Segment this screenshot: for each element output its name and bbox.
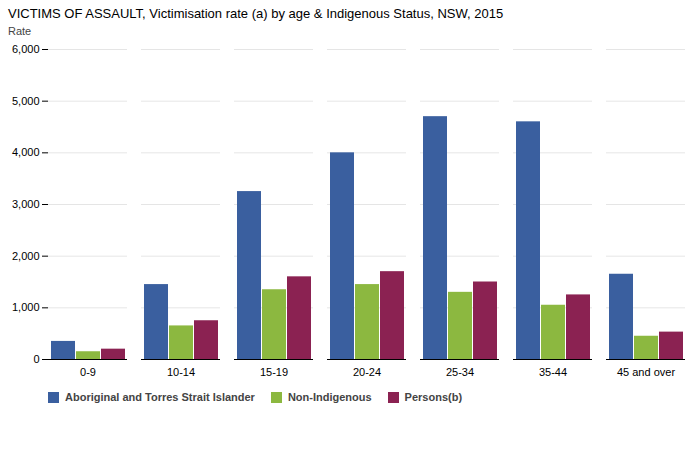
svg-text:4,000: 4,000 <box>12 146 40 158</box>
html-text:Persons(b): Persons(b) <box>404 391 463 403</box>
svg-text:0-9: 0-9 <box>80 366 96 378</box>
svg-text:5,000: 5,000 <box>12 95 40 107</box>
html-text:Aboriginal and Torres Strait I: Aboriginal and Torres Strait Islander <box>65 391 255 403</box>
svg-text:1,000: 1,000 <box>12 301 40 313</box>
svg-text:6,000: 6,000 <box>12 43 40 55</box>
svg-text:3,000: 3,000 <box>12 198 40 210</box>
svg-text:20-24: 20-24 <box>353 366 381 378</box>
svg-text:25-34: 25-34 <box>446 366 474 378</box>
svg-text:15-19: 15-19 <box>260 366 288 378</box>
svg-text:0: 0 <box>33 353 39 365</box>
html-text:Rate: Rate <box>8 25 32 37</box>
svg-text:35-44: 35-44 <box>539 366 567 378</box>
html-text:Non-Indigenous: Non-Indigenous <box>287 391 372 403</box>
svg-text:10-14: 10-14 <box>167 366 195 378</box>
svg-text:45 and over: 45 and over <box>617 366 675 378</box>
html-text:VICTIMS OF ASSAULT, Victimisat: VICTIMS OF ASSAULT, Victimisation rate (… <box>8 6 504 21</box>
svg-text:2,000: 2,000 <box>12 250 40 262</box>
